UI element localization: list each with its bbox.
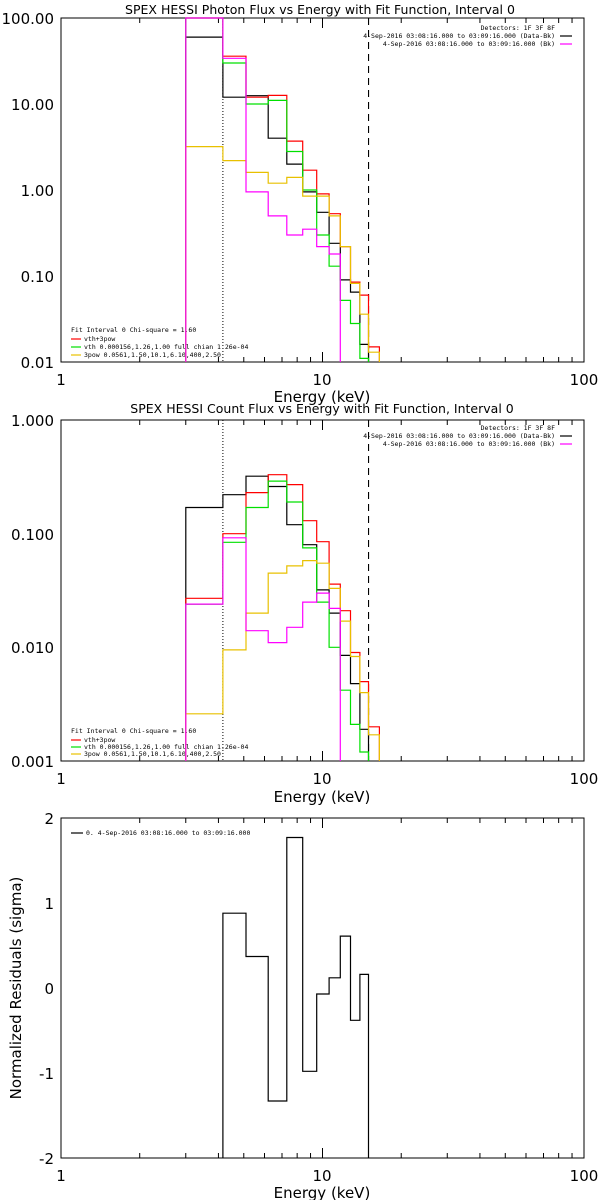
panel-1-series-4 [185,17,341,362]
panel-2-legend-bl-1: vth+3pow [84,736,115,744]
panel-1-series-0 [185,36,370,362]
panel-3-series-0 [222,836,370,1158]
panel-3-ytick-1: 1 [44,895,54,913]
panel-2-legend-bl-2: vth 0.000156,1.26,1.00 full chian 1.26e-… [84,743,248,751]
panel-1-ytick-10: 10.00 [11,96,54,114]
panel-2-xtick-1: 1 [56,770,66,788]
panel-1-xtick-1: 1 [56,371,66,389]
panel-photon-flux: SPEX HESSI Photon Flux vs Energy with Fi… [2,2,599,406]
panel-1-legend-bl-3: 3pow 0.0561,1.50,10.1,6.10,400,2.50 [84,351,221,359]
panel-1-ytick-100: 100.00 [2,10,55,28]
panel-1-ytick-1: 1.00 [21,182,54,200]
panel-1-legend-bl-1: vth+3pow [84,335,115,343]
panel-3-ytick-minus2: -2 [39,1150,54,1168]
panel-2-series-0 [185,475,370,761]
panel-1-ytick-0.1: 0.10 [21,268,54,286]
panel-1-legend-bl-0: Fit Interval 0 Chi-square = 1.60 [71,326,196,334]
panel-2-ytick-0.01: 0.010 [11,639,54,657]
panel-2-series-3 [185,560,380,761]
panel-3-xtick-1: 1 [56,1167,66,1185]
panel-1-xlabel: Energy (keV) [274,388,371,406]
panel-1-series-3 [185,146,380,362]
panel-2-series-4 [185,537,341,761]
panel-3-xlabel: Energy (keV) [274,1184,371,1200]
panel-2-xlabel: Energy (keV) [274,788,371,806]
panel-2-series-2 [185,480,370,761]
panel-1-xtick-100: 100 [570,371,599,389]
panel-3-ytick-minus1: -1 [39,1065,54,1083]
panel-3-ytick-2: 2 [44,810,54,828]
panel-2-legend-bl-3: 3pow 0.0561,1.50,10.1,6.10,400,2.50 [84,750,221,758]
panel-residuals: 2 1 0 -1 -2 1 10 100 Energy (keV) Normal… [7,810,598,1200]
panel-1-ytick-0.01: 0.01 [21,354,54,372]
panel-2-legend-bl-0: Fit Interval 0 Chi-square = 1.60 [71,727,196,735]
panel-2-ytick-0.1: 0.100 [11,526,54,544]
panel-2-ytick-0.001: 0.001 [11,753,54,771]
panel-2-xtick-100: 100 [570,770,599,788]
panel-1-title: SPEX HESSI Photon Flux vs Energy with Fi… [125,2,515,17]
panel-2-legend-tr-1: 4-Sep-2016 03:08:16.000 to 03:09:16.000 … [363,432,555,440]
panel-3-xtick-10: 10 [312,1167,331,1185]
panel-1-legend-tr-0: Detectors: 1F 3F 8F [481,24,555,32]
panel-2-ytick-1: 1.000 [11,412,54,430]
panel-1-xtick-10: 10 [312,371,331,389]
panel-count-flux: SPEX HESSI Count Flux vs Energy with Fit… [11,401,598,806]
panel-1-legend-bl-2: vth 0.000156,1.26,1.00 full chian 1.26e-… [84,343,248,351]
panel-3-ylabel: Normalized Residuals (sigma) [7,877,25,1100]
panel-2-legend-tr-2: 4-Sep-2016 03:08:16.000 to 03:09:16.000 … [383,440,555,448]
panel-1-legend-tr-1: 4-Sep-2016 03:08:16.000 to 03:09:16.000 … [363,32,555,40]
panel-3-xtick-100: 100 [570,1167,599,1185]
panel-1-series-2 [185,17,370,362]
panel-1-legend-tr-2: 4-Sep-2016 03:08:16.000 to 03:09:16.000 … [383,40,555,48]
panel-2-xtick-10: 10 [312,770,331,788]
panel-1-frame [60,17,585,363]
panel-3-legend-0: 0. 4-Sep-2016 03:08:16.000 to 03:09:16.0… [86,829,250,837]
panel-3-frame [60,817,585,1159]
panel-3-ytick-0: 0 [44,980,54,998]
panel-2-legend-tr-0: Detectors: 1F 3F 8F [481,424,555,432]
panel-2-title: SPEX HESSI Count Flux vs Energy with Fit… [130,401,513,416]
